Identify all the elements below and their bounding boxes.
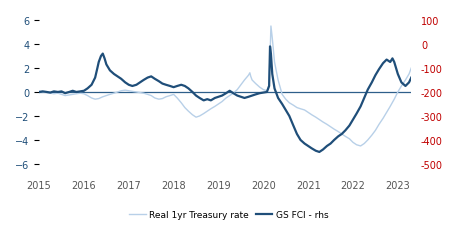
Legend: Real 1yr Treasury rate, GS FCI - rhs: Real 1yr Treasury rate, GS FCI - rhs — [126, 207, 332, 223]
